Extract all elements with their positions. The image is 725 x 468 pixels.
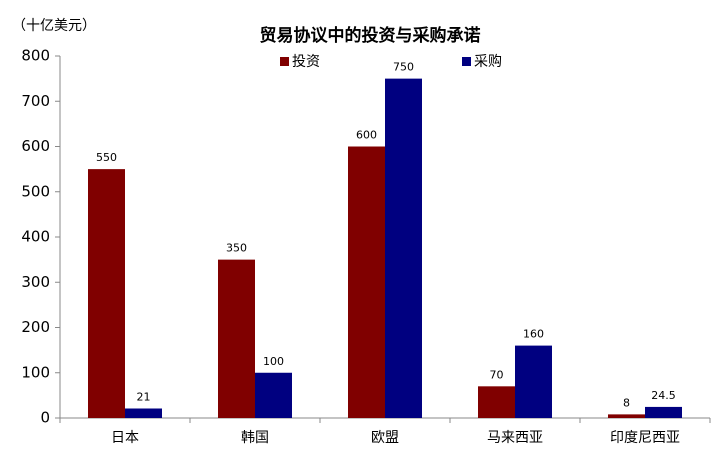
y-tick-label: 400 [21,228,50,246]
value-label: 600 [356,129,377,142]
bar [385,78,422,418]
bar [608,414,645,418]
y-tick-label: 600 [21,137,50,155]
value-label: 160 [523,328,544,341]
x-tick-label: 马来西亚 [487,430,543,446]
y-tick-label: 300 [21,273,50,291]
bar [478,386,515,418]
y-tick-label: 100 [21,363,50,381]
x-tick-label: 印度尼西亚 [610,430,680,446]
value-label: 24.5 [651,389,676,402]
value-label: 21 [137,390,151,403]
value-label: 550 [96,151,117,164]
value-label: 100 [263,355,284,368]
y-tick-label: 800 [21,47,50,65]
value-label: 750 [393,61,414,74]
x-tick-label: 韩国 [241,430,269,446]
chart-title: 贸易协议中的投资与采购承诺 [260,25,481,46]
value-label: 70 [490,368,504,381]
bar [88,169,125,418]
legend-swatch [462,57,471,66]
legend-label: 投资 [292,54,320,70]
y-axis-label: （十亿美元） [12,18,96,34]
bar [125,408,162,418]
bar [645,406,682,418]
value-label: 350 [226,242,247,255]
y-tick-label: 200 [21,318,50,336]
bar [218,259,255,418]
y-tick-label: 0 [40,409,50,427]
value-label: 8 [623,396,630,409]
bar [348,146,385,418]
legend-label: 采购 [474,54,502,70]
bar [255,372,292,418]
legend-swatch [280,57,289,66]
bar [515,345,552,418]
y-tick-label: 500 [21,182,50,200]
x-tick-label: 欧盟 [371,430,399,446]
x-tick-label: 日本 [111,430,139,446]
y-tick-label: 700 [21,92,50,110]
